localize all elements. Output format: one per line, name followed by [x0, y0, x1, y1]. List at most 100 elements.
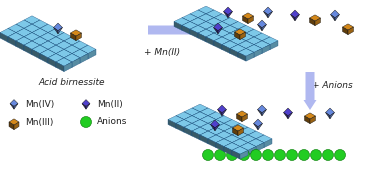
Polygon shape	[217, 110, 222, 116]
Polygon shape	[200, 119, 208, 128]
Polygon shape	[262, 37, 270, 46]
Polygon shape	[216, 116, 224, 125]
Polygon shape	[222, 18, 230, 27]
Polygon shape	[40, 54, 48, 63]
Polygon shape	[222, 29, 230, 38]
Polygon shape	[200, 123, 216, 131]
Polygon shape	[305, 113, 316, 119]
Polygon shape	[230, 29, 246, 37]
Polygon shape	[71, 33, 76, 41]
Polygon shape	[222, 41, 230, 50]
Polygon shape	[246, 37, 254, 46]
Polygon shape	[222, 33, 238, 41]
Polygon shape	[56, 33, 72, 41]
Polygon shape	[216, 139, 232, 147]
Polygon shape	[64, 37, 72, 46]
Polygon shape	[208, 135, 216, 144]
Polygon shape	[216, 139, 224, 148]
Polygon shape	[192, 119, 208, 127]
Polygon shape	[198, 22, 214, 29]
Polygon shape	[184, 123, 200, 131]
Polygon shape	[262, 110, 266, 116]
Polygon shape	[48, 49, 56, 59]
Circle shape	[299, 150, 310, 161]
Polygon shape	[200, 112, 208, 121]
Polygon shape	[254, 33, 262, 42]
Polygon shape	[208, 119, 224, 127]
Polygon shape	[8, 24, 24, 33]
Polygon shape	[0, 33, 8, 42]
Polygon shape	[240, 143, 248, 151]
Polygon shape	[206, 10, 222, 18]
Polygon shape	[263, 7, 273, 15]
Polygon shape	[16, 28, 24, 38]
Polygon shape	[192, 112, 208, 119]
Polygon shape	[216, 123, 232, 131]
Polygon shape	[24, 37, 32, 46]
Polygon shape	[198, 25, 206, 34]
Polygon shape	[238, 45, 246, 53]
Polygon shape	[214, 29, 230, 37]
Polygon shape	[40, 33, 48, 42]
Polygon shape	[291, 10, 299, 18]
Polygon shape	[8, 33, 24, 41]
Polygon shape	[16, 37, 24, 46]
Polygon shape	[238, 49, 246, 57]
Polygon shape	[315, 18, 321, 26]
Text: Acid birnessite: Acid birnessite	[39, 78, 105, 87]
Polygon shape	[32, 37, 48, 45]
Polygon shape	[238, 41, 246, 50]
Polygon shape	[198, 18, 206, 27]
Polygon shape	[206, 37, 214, 46]
Polygon shape	[246, 29, 262, 37]
Polygon shape	[16, 24, 24, 34]
Polygon shape	[198, 29, 206, 38]
Polygon shape	[216, 127, 224, 136]
Polygon shape	[256, 143, 264, 151]
Polygon shape	[224, 135, 232, 144]
Polygon shape	[214, 25, 222, 34]
Polygon shape	[224, 139, 232, 148]
Polygon shape	[56, 41, 72, 49]
FancyArrow shape	[304, 72, 316, 110]
Polygon shape	[184, 119, 192, 128]
Polygon shape	[206, 14, 214, 23]
Polygon shape	[238, 25, 246, 34]
Polygon shape	[222, 18, 238, 25]
Polygon shape	[254, 49, 262, 57]
Polygon shape	[56, 33, 64, 42]
Polygon shape	[198, 14, 206, 23]
Polygon shape	[232, 139, 248, 147]
Polygon shape	[192, 104, 208, 112]
Polygon shape	[168, 119, 176, 128]
Polygon shape	[330, 10, 339, 18]
Polygon shape	[257, 25, 262, 31]
Polygon shape	[208, 112, 216, 121]
Polygon shape	[248, 147, 256, 155]
Polygon shape	[224, 127, 232, 136]
Polygon shape	[262, 25, 266, 31]
Polygon shape	[214, 14, 222, 23]
Polygon shape	[32, 41, 40, 51]
Polygon shape	[64, 58, 72, 67]
Polygon shape	[222, 25, 238, 33]
Polygon shape	[200, 123, 208, 132]
Text: Mn(III): Mn(III)	[25, 117, 53, 127]
Circle shape	[251, 150, 262, 161]
Polygon shape	[240, 32, 245, 40]
Polygon shape	[190, 25, 198, 34]
Polygon shape	[254, 124, 258, 130]
Polygon shape	[24, 45, 32, 55]
Polygon shape	[8, 28, 16, 38]
Polygon shape	[232, 123, 248, 131]
Polygon shape	[56, 49, 72, 58]
Polygon shape	[214, 23, 223, 31]
Polygon shape	[254, 37, 262, 46]
Polygon shape	[256, 135, 272, 143]
Polygon shape	[174, 18, 190, 25]
Polygon shape	[192, 119, 200, 128]
Polygon shape	[176, 119, 184, 128]
Polygon shape	[232, 135, 240, 144]
Polygon shape	[208, 112, 224, 119]
Polygon shape	[32, 20, 40, 30]
